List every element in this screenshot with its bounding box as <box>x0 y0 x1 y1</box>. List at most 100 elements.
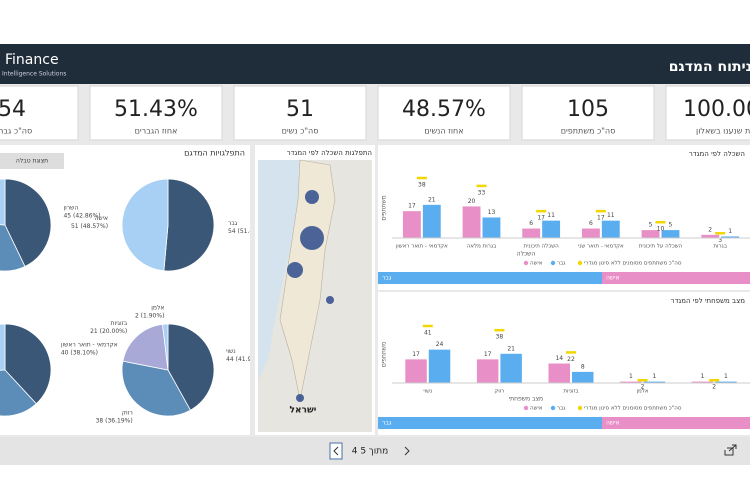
y-axis-title: משתתפים <box>381 342 388 367</box>
bar-value-label: 1 <box>701 373 705 380</box>
map-title: התפלגות השכלה לפי המגדר <box>287 149 372 157</box>
footer-bar <box>0 437 750 465</box>
total-value-label: 38 <box>418 182 426 189</box>
legend-label: סה"כ משתתפים מסומנים ללא סינון מגדרי <box>584 405 682 412</box>
bar <box>701 234 720 238</box>
pie-category-label: השרון <box>63 205 78 212</box>
total-value-label: 17 <box>597 215 605 222</box>
total-value-label: 2 <box>712 384 716 391</box>
pie-value-label: 2 (1.90%) <box>135 313 164 320</box>
x-tick-label: רווק <box>494 389 504 395</box>
pie-value-label: 38 (36.19%) <box>96 417 133 424</box>
kpi-card <box>233 85 367 141</box>
map-bubble[interactable] <box>287 262 303 278</box>
pie-value-label: 51 (48.57%) <box>71 223 108 230</box>
pie-slice <box>122 323 169 371</box>
pie-category-label: נשוי <box>226 348 236 355</box>
page-indicator: 4 מתוך 5 <box>352 447 389 457</box>
total-value-label: 41 <box>424 330 432 337</box>
bar <box>482 217 501 238</box>
total-value-label: 22 <box>567 356 575 363</box>
share-icon[interactable] <box>724 444 737 456</box>
next-page[interactable] <box>404 446 410 456</box>
pie-value-label: 54 (51.43%) <box>228 228 265 235</box>
x-axis-title: השכלה <box>517 251 536 258</box>
pie-slice <box>0 224 26 272</box>
bar-value-label: 17 <box>412 351 420 358</box>
bar-value-label: 1 <box>728 228 732 235</box>
bar <box>661 230 680 238</box>
total-value-label: 38 <box>496 334 504 341</box>
x-axis-title: מצב משפחתי <box>509 396 543 403</box>
tagline: Intelligence Solutions <box>2 71 66 78</box>
bar <box>422 204 441 238</box>
kpi-value: 48.57% <box>402 97 486 122</box>
map-bubble[interactable] <box>300 226 324 250</box>
pie-value-label: 44 (41.90%) <box>226 356 263 363</box>
pie-value-label: 45 (42.86%) <box>63 213 100 220</box>
bar <box>643 381 666 383</box>
table-button[interactable] <box>0 153 64 169</box>
bar <box>572 371 594 383</box>
bar-value-label: 24 <box>436 341 444 348</box>
legend-swatch <box>577 260 583 266</box>
pie-panel-title: התפלגויות המדגם <box>184 149 245 158</box>
pie-slice <box>0 178 6 226</box>
y-axis-title: משתתפים <box>381 195 388 220</box>
bar <box>721 236 740 238</box>
x-tick-label: נשוי <box>423 389 432 395</box>
map-bubble[interactable] <box>305 190 319 204</box>
slicer-female <box>602 272 750 284</box>
header-bar <box>0 44 750 84</box>
slicer-female-label[interactable]: אישה <box>606 275 620 282</box>
bar-value-label: 1 <box>652 373 656 380</box>
bar-value-label: 17 <box>408 203 416 210</box>
legend-label: גבר <box>557 406 566 412</box>
bar <box>620 381 642 383</box>
bar-value-label: 14 <box>555 355 563 362</box>
prev-icon <box>333 446 339 456</box>
bar <box>500 353 522 383</box>
slicer-female-label[interactable]: אישה <box>606 420 620 427</box>
bar-value-label: 5 <box>669 222 673 229</box>
kpi-label: סה"כ נשים <box>282 127 319 136</box>
bar <box>462 206 481 238</box>
slicer-male-label[interactable]: גבר <box>382 420 392 427</box>
bar-value-label: 20 <box>468 198 476 205</box>
map-bubble[interactable] <box>326 296 334 304</box>
legend-swatch <box>523 260 529 266</box>
map-sea <box>258 160 300 380</box>
bar-value-label: 6 <box>529 220 533 227</box>
bar-value-label: 13 <box>488 209 496 216</box>
bar-value-label: 21 <box>428 196 436 203</box>
kpi-card <box>521 85 655 141</box>
pie-slice <box>162 323 169 371</box>
bar-value-label: 21 <box>507 345 515 352</box>
kpi-card <box>0 85 79 141</box>
kpi-label: אחוז הנשים <box>424 127 463 136</box>
bar <box>548 363 570 383</box>
legend-label: גבר <box>557 261 566 267</box>
slicer-male-label[interactable]: גבר <box>382 275 392 282</box>
pie-value-label: 40 (38.10%) <box>61 349 98 356</box>
x-tick-label: אקדמאי - תואר ראשון <box>396 244 448 250</box>
pie-category-label: אישה <box>95 215 109 222</box>
total-value-label: 17 <box>537 215 545 222</box>
x-tick-label: השכלה תיכונית <box>524 243 560 250</box>
x-tick-label: בגרות <box>713 244 727 250</box>
bar-value-label: 11 <box>547 212 555 219</box>
slicer-male <box>378 417 602 429</box>
pie-category-label: גבר <box>228 220 238 227</box>
map-bubble[interactable] <box>296 394 304 402</box>
pie-category-label: אקדמאי - תואר ראשון <box>61 341 118 348</box>
pie-slice <box>163 178 215 272</box>
bar <box>581 228 600 238</box>
pie-slice <box>167 323 215 411</box>
map-country <box>279 159 336 401</box>
table-button-label[interactable]: תצוגת טבלה <box>16 158 48 165</box>
bar <box>641 230 660 238</box>
x-tick-label: בזוגיות <box>563 389 578 395</box>
prev-page[interactable] <box>329 442 343 460</box>
